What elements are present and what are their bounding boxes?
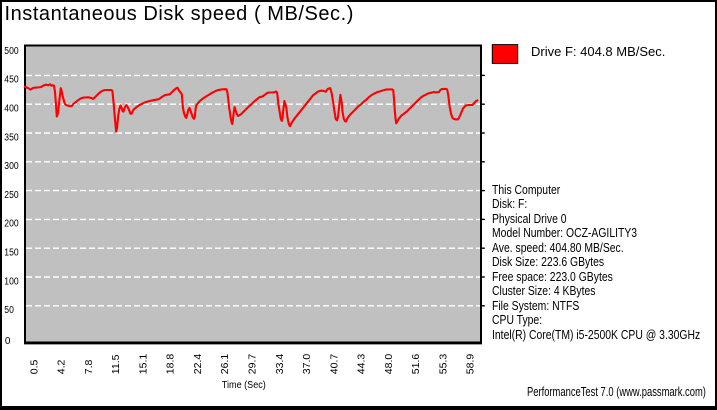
svg-text:51.6: 51.6 [410,354,422,375]
svg-text:500: 500 [4,46,19,57]
svg-text:300: 300 [4,161,19,172]
svg-text:33.4: 33.4 [274,354,286,375]
svg-text:250: 250 [4,190,19,201]
svg-text:450: 450 [4,75,19,86]
svg-text:29.7: 29.7 [247,354,259,375]
svg-text:40.7: 40.7 [328,354,340,375]
svg-text:0: 0 [5,336,11,347]
svg-text:150: 150 [4,248,19,259]
svg-text:350: 350 [4,132,19,143]
svg-text:15.1: 15.1 [137,354,149,375]
svg-text:4.2: 4.2 [56,359,68,374]
svg-text:200: 200 [4,219,19,230]
svg-text:55.3: 55.3 [437,354,449,375]
svg-text:26.1: 26.1 [219,354,231,375]
svg-text:Time (Sec): Time (Sec) [222,380,266,391]
svg-text:50: 50 [4,305,14,316]
svg-text:11.5: 11.5 [110,354,122,374]
svg-text:48.0: 48.0 [383,354,395,375]
svg-text:7.8: 7.8 [83,359,95,374]
svg-text:400: 400 [4,104,19,115]
svg-text:18.8: 18.8 [165,354,177,375]
svg-text:0.5: 0.5 [28,359,40,374]
svg-text:22.4: 22.4 [192,354,204,375]
svg-text:100: 100 [4,276,19,287]
svg-text:58.9: 58.9 [465,354,477,375]
svg-text:37.0: 37.0 [301,354,313,375]
svg-text:44.3: 44.3 [356,354,368,375]
